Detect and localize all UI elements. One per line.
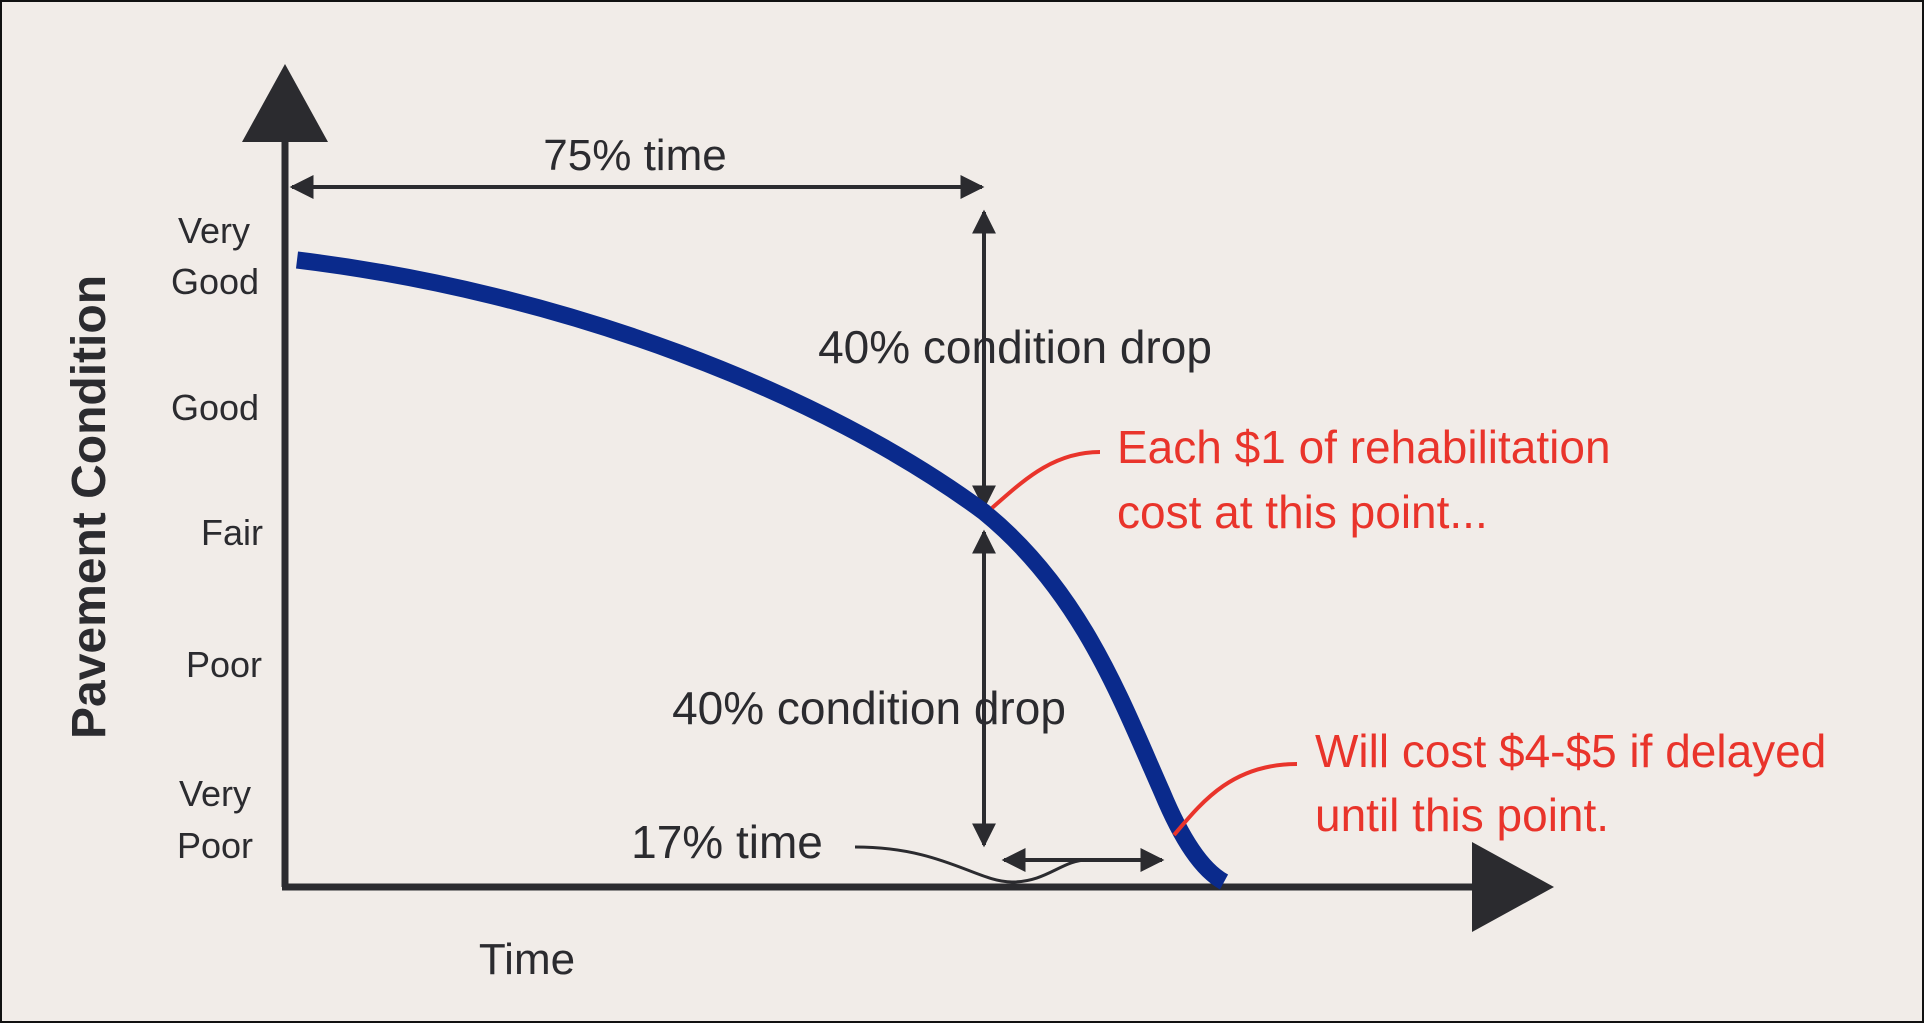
lower-callout-leader [1172, 762, 1298, 837]
y-level-labels: Very Good Good Fair Poor Very Poor [171, 210, 263, 866]
time-75-label: 75% time [543, 131, 726, 180]
time-17-label: 17% time [631, 816, 823, 868]
lower-callout-line1: Will cost $4-$5 if delayed [1315, 725, 1826, 777]
level-very-good-line2: Good [171, 261, 259, 302]
x-axis-arrowhead [1472, 842, 1554, 932]
upper-callout-leader [990, 450, 1101, 510]
lower-callout-line2: until this point. [1315, 789, 1609, 841]
upper-callout-line1: Each $1 of rehabilitation [1117, 421, 1611, 473]
deterioration-curve [295, 251, 1229, 890]
level-very-poor-line2: Poor [177, 825, 253, 866]
upper-callout-line2: cost at this point... [1117, 486, 1488, 538]
y-axis-title: Pavement Condition [63, 275, 116, 739]
y-axis-arrowhead [242, 64, 328, 142]
level-good: Good [171, 387, 259, 428]
level-very-good-line1: Very [178, 210, 250, 251]
lower-drop-label: 40% condition drop [672, 682, 1066, 734]
time-17-leader-line [854, 845, 1088, 884]
level-poor: Poor [186, 644, 262, 685]
level-very-poor-line1: Very [179, 773, 251, 814]
upper-drop-label: 40% condition drop [818, 321, 1212, 373]
x-axis-title: Time [479, 935, 575, 984]
level-fair: Fair [201, 512, 263, 553]
